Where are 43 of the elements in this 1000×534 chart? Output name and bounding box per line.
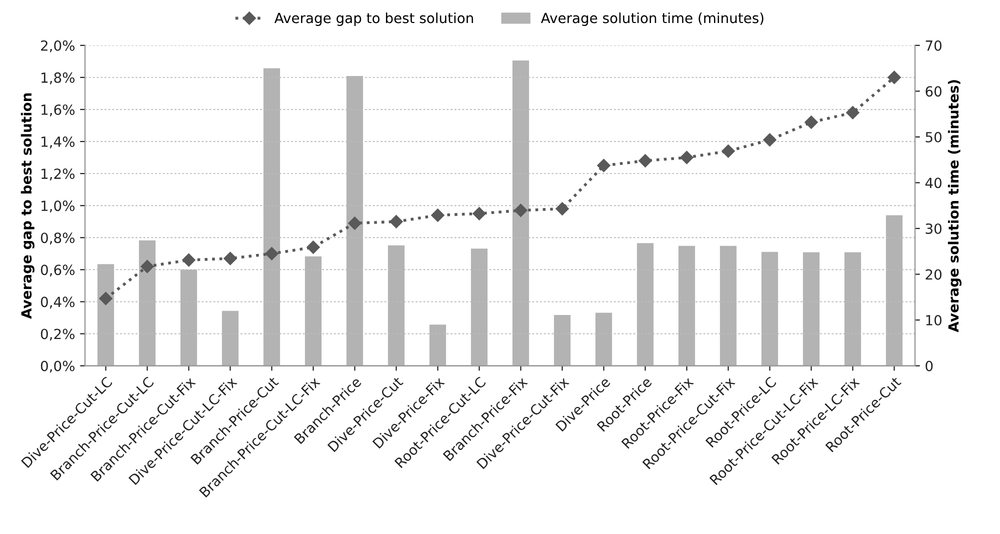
point [472, 207, 486, 220]
y2-tick-label: 50 [926, 132, 942, 142]
y2-axis-title: Average solution time (minutes) [948, 80, 962, 332]
y2-tick-label: 60 [926, 86, 942, 97]
y-tick-label: 1,2% [42, 168, 75, 180]
y2-tick-label: 20 [926, 269, 942, 280]
point [182, 253, 196, 267]
point [763, 133, 776, 146]
legend-label: Average solution time (minutes) [540, 12, 764, 26]
point [846, 106, 860, 120]
point [638, 154, 652, 168]
legend-label: Average gap to best solution [274, 12, 473, 26]
y-tick-label: 1,4% [42, 136, 75, 148]
point [680, 150, 694, 164]
y-tick-label: 1,0% [42, 200, 75, 212]
y-tick-label: 0,2% [40, 328, 75, 341]
point [265, 247, 278, 260]
y-tick-label: 0,4% [40, 296, 75, 309]
y-axis-title: Average gap to best solution [20, 93, 34, 319]
point [99, 292, 112, 306]
y2-tick-label: 40 [925, 178, 942, 188]
y-tick-label: 0,6% [40, 264, 75, 277]
y-tick-label: 1,8% [42, 72, 75, 84]
y-tick-label: 0,0% [40, 360, 75, 373]
y2-tick-label: 70 [926, 40, 942, 51]
point [722, 144, 735, 158]
point [306, 240, 320, 254]
point [390, 215, 403, 228]
point [431, 208, 444, 222]
point [140, 260, 154, 274]
point [348, 216, 362, 230]
y-tick-label: 0,8% [40, 232, 75, 245]
point [597, 158, 610, 172]
y2-tick-label: 10 [926, 314, 942, 326]
y-tick-label: 1,6% [42, 104, 75, 116]
y2-tick-label: 0 [926, 360, 933, 372]
point [556, 202, 569, 216]
y2-tick-label: 30 [926, 223, 942, 234]
y-tick-label: 2,0% [41, 40, 75, 52]
point [514, 204, 528, 217]
point [804, 116, 818, 129]
point [224, 252, 237, 266]
point [888, 70, 901, 84]
